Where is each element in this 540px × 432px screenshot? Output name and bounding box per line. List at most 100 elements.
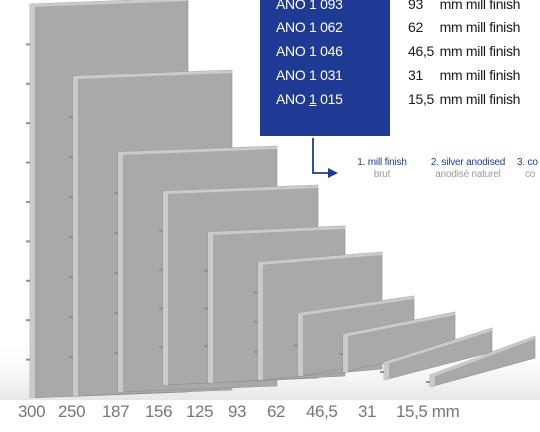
finish-option-anodised: 2. silver anodised anodisé naturel: [422, 157, 514, 181]
product-code: ANO 1 062: [276, 19, 343, 35]
panel-side-edge: [258, 262, 263, 380]
product-code-prefix: ANO: [276, 91, 310, 107]
panel-clip-notch: [69, 356, 73, 358]
panel-clip-notch: [69, 276, 73, 278]
panel-side-edge: [30, 4, 35, 398]
panel-side-edge: [208, 232, 213, 383]
panel-clip-notch: [426, 381, 430, 383]
skirting-panel: [426, 335, 536, 388]
size-finish: mm mill finish: [439, 67, 521, 83]
panel-clip-notch: [114, 272, 118, 274]
panel-clip-notch: [26, 358, 30, 361]
panel-clip-notch: [69, 316, 73, 318]
product-code: ANO 1 046: [276, 43, 343, 59]
panel-clip-notch: [204, 269, 208, 272]
panel-side-edge: [343, 334, 348, 372]
panel-side-edge: [298, 313, 303, 376]
size-row: 15,5 mm mill finish: [408, 91, 520, 107]
panel-clip-notch: [159, 346, 163, 349]
panel-top-edge: [430, 336, 535, 378]
size-row: 46,5 mm mill finish: [408, 43, 520, 59]
panel-clip-notch: [26, 240, 30, 243]
panel-clip-notch: [26, 201, 30, 203]
panel-clip-notch: [114, 192, 118, 194]
size-value: 62: [408, 19, 423, 35]
finish-label: 3. co: [517, 157, 538, 168]
scale-label: 125: [186, 402, 214, 421]
panel-clip-notch: [26, 161, 30, 164]
pointer-arrowhead: [328, 168, 338, 178]
panel-clip-notch: [159, 268, 163, 271]
scale-label: 300: [18, 402, 46, 421]
panel-clip-notch: [204, 345, 208, 348]
scale-label: 62: [267, 402, 286, 421]
panel-clip-notch: [254, 321, 258, 323]
scale-label: 46,5: [306, 402, 338, 421]
scale-label: 250: [58, 402, 86, 421]
panel-clip-notch: [339, 353, 343, 355]
panel-clip-notch: [380, 371, 384, 373]
product-code: ANO 1 031: [276, 67, 343, 83]
size-value: 46,5: [408, 43, 435, 59]
size-scale: 300 250 187 156 125 93 62 46,5 31 15,5 m…: [0, 402, 540, 428]
pointer-line: [312, 138, 332, 174]
finish-label: 1. mill finish: [357, 157, 407, 168]
panel-top-edge: [73, 70, 232, 79]
panel-clip-notch: [294, 344, 298, 347]
panel-clip-notch: [26, 82, 30, 85]
panel-clip-notch: [69, 116, 73, 118]
scale-label: 187: [102, 402, 130, 421]
finish-label: 2. silver anodised: [430, 157, 506, 168]
size-finish: mm mill finish: [439, 0, 521, 12]
size-finish: mm mill finish: [439, 91, 521, 107]
panel-top-edge: [208, 226, 345, 235]
panel-top-edge: [298, 296, 414, 316]
product-code-suffix: 015: [316, 91, 343, 107]
panel-clip-notch: [159, 307, 163, 310]
panel-top-edge: [384, 328, 492, 365]
panel-side-edge: [163, 191, 168, 385]
size-finish: mm mill finish: [439, 19, 521, 35]
size-value: 15,5: [408, 91, 435, 107]
scale-label: 15,5 mm: [396, 402, 460, 421]
size-value: 31: [408, 67, 423, 83]
finish-label-fr: co: [525, 169, 536, 180]
panel-clip-notch: [114, 312, 118, 314]
finish-label-fr: anodisé naturel: [435, 169, 501, 180]
panel-clip-notch: [26, 122, 30, 125]
panel-top-edge: [258, 252, 382, 265]
panel-clip-notch: [204, 307, 208, 310]
panel-top-edge: [343, 312, 455, 337]
panel-clip-notch: [69, 156, 73, 158]
panel-clip-notch: [254, 291, 258, 294]
panel-clip-notch: [26, 319, 30, 322]
scale-label: 93: [228, 402, 247, 421]
finish-option-coloured: 3. co co: [517, 157, 540, 181]
panel-clip-notch: [159, 229, 163, 232]
panel-side-edge: [384, 362, 389, 380]
panel-clip-notch: [69, 196, 73, 198]
panel-side-edge: [118, 152, 123, 392]
size-row: 31 mm mill finish: [408, 67, 520, 83]
panel-side-edge: [430, 375, 435, 387]
panel-clip-notch: [26, 279, 30, 282]
scale-label: 31: [358, 402, 377, 421]
panel-clip-notch: [114, 232, 118, 234]
size-row: 62 mm mill finish: [408, 19, 520, 35]
panel-top-edge: [163, 185, 318, 194]
panel-clip-notch: [26, 43, 30, 46]
panel-clip-notch: [114, 352, 118, 354]
product-code-highlight: 1: [309, 91, 317, 107]
size-finish: mm mill finish: [439, 43, 521, 59]
product-code: ANO 1 093: [276, 0, 343, 12]
product-code: ANO 1 015: [276, 91, 343, 107]
panel-clip-notch: [69, 236, 73, 238]
size-value: 93: [408, 0, 423, 12]
product-code-box: [260, 0, 390, 136]
panel-top-edge: [30, 0, 188, 7]
finish-option-mill: 1. mill finish brut: [347, 157, 417, 181]
scale-label: 156: [145, 402, 173, 421]
finish-label-fr: brut: [373, 169, 391, 180]
panel-clip-notch: [254, 350, 258, 353]
